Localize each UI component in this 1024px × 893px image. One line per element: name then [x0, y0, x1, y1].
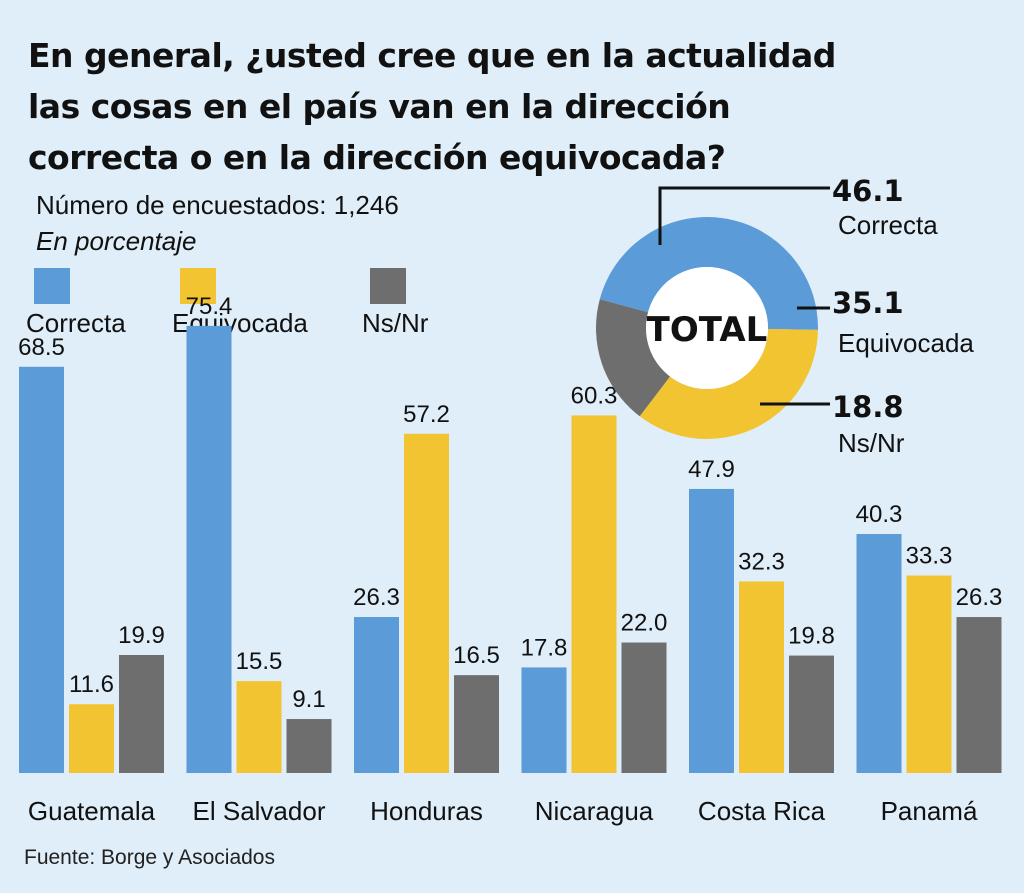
donut-value-label-equivocada: 35.1 — [832, 286, 904, 320]
bar-panama-correcta — [856, 534, 902, 773]
category-label-panama: Panamá — [881, 796, 978, 826]
bar-el-salvador-correcta — [186, 325, 232, 773]
category-label-guatemala: Guatemala — [28, 796, 156, 826]
bar-honduras-equivocada — [404, 433, 449, 773]
bar-value-label-costa-rica-correcta: 47.9 — [688, 456, 735, 483]
bar-value-label-panama-ns-nr: 26.3 — [956, 584, 1003, 611]
bar-honduras-correcta — [354, 617, 399, 773]
donut-slice-equivocada — [639, 329, 818, 440]
unit-label: En porcentaje — [36, 226, 197, 256]
bar-value-label-nicaragua-equivocada: 60.3 — [571, 382, 618, 409]
bar-value-label-nicaragua-ns-nr: 22.0 — [621, 610, 668, 637]
donut-value-label-correcta: 46.1 — [832, 174, 904, 208]
bar-guatemala-equivocada — [69, 704, 114, 773]
donut-hole — [646, 267, 768, 389]
legend-item-nsnr: Ns/Nr — [362, 268, 428, 339]
chart-title: En general, ¿usted cree que en la actual… — [28, 30, 908, 183]
category-label-el-salvador: El Salvador — [193, 796, 326, 826]
bar-value-label-nicaragua-correcta: 17.8 — [521, 634, 568, 661]
bar-el-salvador-equivocada — [236, 681, 282, 773]
bar-value-label-costa-rica-equivocada: 32.3 — [738, 548, 785, 575]
title-line-3: correcta o en la dirección equivocada? — [28, 138, 726, 177]
donut-category-label-ns-nr: Ns/Nr — [838, 428, 905, 458]
category-label-costa-rica: Costa Rica — [698, 796, 826, 826]
bar-value-label-honduras-correcta: 26.3 — [353, 584, 400, 611]
legend-label-nsnr: Ns/Nr — [362, 308, 429, 338]
donut-category-label-equivocada: Equivocada — [838, 328, 974, 358]
bar-guatemala-correcta — [19, 366, 64, 773]
bar-nicaragua-equivocada — [571, 415, 617, 773]
bar-panama-equivocada — [906, 575, 952, 773]
donut-center-label: TOTAL — [647, 310, 768, 350]
bar-value-label-honduras-equivocada: 57.2 — [403, 401, 450, 428]
bar-value-label-guatemala-equivocada: 11.6 — [69, 671, 114, 698]
category-label-nicaragua: Nicaragua — [535, 796, 654, 826]
donut-slice-correcta — [599, 216, 818, 330]
bar-value-label-guatemala-correcta: 68.5 — [18, 334, 65, 361]
title-line-1: En general, ¿usted cree que en la actual… — [28, 36, 836, 75]
bar-honduras-ns-nr — [454, 675, 499, 773]
bar-value-label-honduras-ns-nr: 16.5 — [453, 642, 500, 669]
donut-slice-ns-nr — [595, 299, 671, 417]
bar-nicaragua-ns-nr — [621, 642, 667, 773]
bar-costa-rica-ns-nr — [789, 655, 834, 773]
category-label-honduras: Honduras — [370, 796, 483, 826]
bar-value-label-el-salvador-correcta: 75.4 — [186, 293, 233, 320]
bar-guatemala-ns-nr — [119, 654, 164, 773]
source-note: Fuente: Borge y Asociados — [24, 846, 275, 869]
bar-value-label-panama-equivocada: 33.3 — [906, 543, 953, 570]
bar-costa-rica-equivocada — [739, 581, 784, 773]
legend-label-correcta: Correcta — [26, 308, 126, 338]
bar-value-label-el-salvador-equivocada: 15.5 — [236, 648, 283, 675]
bar-costa-rica-correcta — [689, 488, 734, 773]
legend-item-correcta: Correcta — [26, 268, 126, 339]
bar-value-label-costa-rica-ns-nr: 19.8 — [788, 623, 835, 650]
bar-value-label-panama-correcta: 40.3 — [856, 501, 903, 528]
legend-swatch-nsnr — [370, 268, 406, 304]
donut-value-label-ns-nr: 18.8 — [832, 390, 904, 424]
donut-category-label-correcta: Correcta — [838, 210, 938, 240]
bar-value-label-guatemala-ns-nr: 19.9 — [118, 622, 165, 649]
donut-leader-correcta — [658, 186, 830, 245]
bar-nicaragua-correcta — [521, 667, 567, 773]
bar-value-label-el-salvador-ns-nr: 9.1 — [292, 686, 325, 713]
legend-swatch-correcta — [34, 268, 70, 304]
bar-panama-ns-nr — [956, 617, 1002, 773]
respondents-count: Número de encuestados: 1,246 — [36, 190, 399, 220]
legend-swatch-equivocada — [180, 268, 216, 304]
title-line-2: las cosas en el país van en la dirección — [28, 87, 731, 126]
bar-el-salvador-ns-nr — [286, 719, 332, 773]
